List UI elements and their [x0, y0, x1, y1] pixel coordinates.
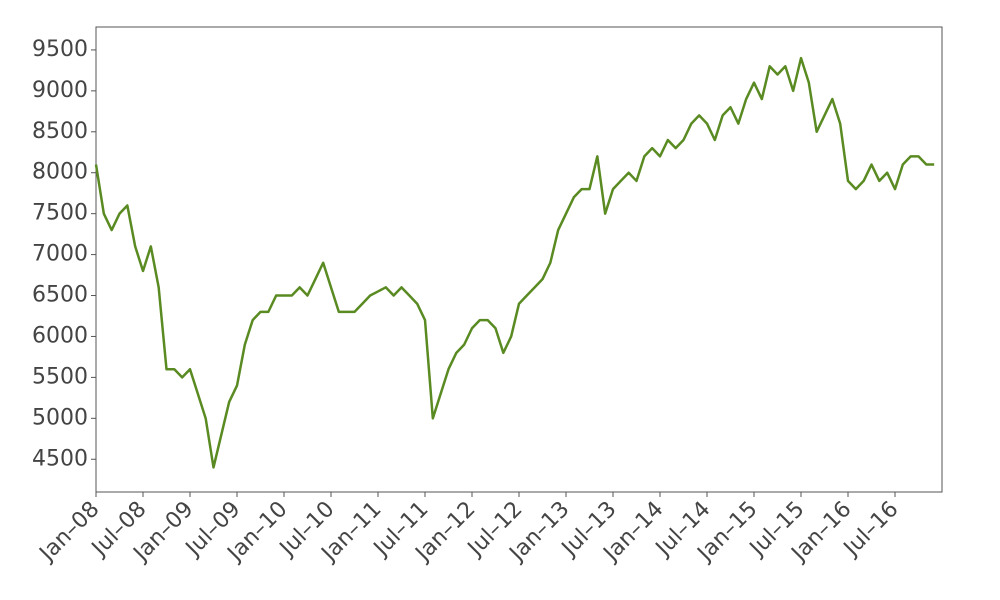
- y-tick-label: 5500: [32, 364, 88, 389]
- y-tick-label: 9000: [32, 78, 88, 103]
- y-tick-label: 4500: [32, 446, 88, 471]
- y-tick-label: 6500: [32, 283, 88, 308]
- x-tick-label: Jan–08: [34, 497, 105, 568]
- y-tick-label: 9500: [32, 37, 88, 62]
- y-tick-label: 7000: [32, 242, 88, 267]
- y-tick-label: 7500: [32, 201, 88, 226]
- y-tick-label: 5000: [32, 405, 88, 430]
- plot-frame: [95, 26, 943, 493]
- series-line: [94, 56, 935, 469]
- y-tick-label: 8500: [32, 119, 88, 144]
- y-tick-label: 6000: [32, 323, 88, 348]
- y-tick-label: 8000: [32, 160, 88, 185]
